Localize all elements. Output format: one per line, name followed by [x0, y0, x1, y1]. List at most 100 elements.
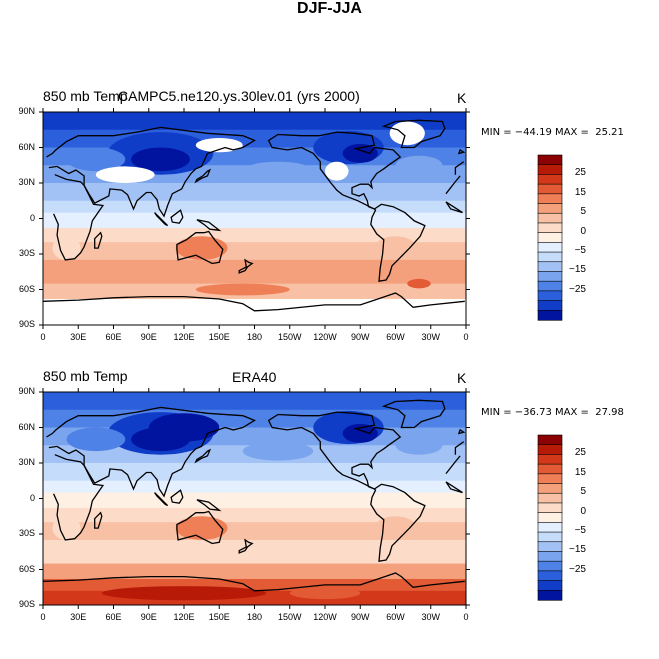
colorbar-label: 15: [574, 466, 586, 478]
colorbar-label: 25: [574, 167, 586, 179]
coastline-australia: [176, 230, 224, 265]
field-contour: [101, 586, 267, 601]
coastline-new-zealand: [238, 258, 254, 274]
panel-center-label: CAMPC5.ne120.ys.30lev.01 (yrs 2000): [118, 88, 360, 104]
lat-tick-label: 60S: [18, 563, 35, 574]
lon-tick-label: 30W: [421, 612, 440, 622]
coastline-antarctica: [43, 572, 465, 592]
lon-tick-label: 0: [463, 332, 469, 342]
lon-tick-label: 30E: [70, 612, 87, 622]
lon-tick-label: 150W: [277, 612, 302, 622]
figure-title: DJF-JJA: [297, 0, 362, 17]
colorbar-label: −5: [574, 525, 586, 537]
field-contour: [342, 143, 378, 163]
field-contour: [325, 161, 349, 181]
field-band: [43, 227, 466, 243]
field-band: [43, 298, 466, 325]
coastline-japan: [194, 168, 212, 184]
lon-tick-label: 180: [246, 332, 263, 342]
lon-tick-label: 90E: [140, 612, 157, 622]
field-band: [43, 507, 466, 523]
lon-tick-label: 90W: [350, 332, 370, 342]
coastline-uk: [457, 148, 466, 155]
coastline-new-guinea: [196, 499, 222, 512]
lat-tick-label: 60N: [18, 141, 35, 152]
field-band: [43, 242, 466, 261]
field-contour: [407, 278, 431, 289]
min-max-label: MIN = −36.73 MAX = 27.98: [481, 407, 624, 418]
coastline-australia: [176, 510, 224, 545]
lon-tick-label: 60W: [386, 612, 405, 622]
coastline-new-zealand: [238, 538, 254, 554]
field-contour: [52, 516, 81, 540]
field-band: [43, 463, 466, 482]
lon-tick-label: 30W: [421, 332, 440, 342]
field-band: [43, 563, 466, 580]
coastline-south-america: [370, 203, 426, 282]
colorbar-label: −15: [569, 544, 586, 556]
lat-tick-label: 30N: [18, 457, 35, 467]
field-band: [43, 492, 466, 509]
coastline-sumatra: [154, 492, 169, 507]
lat-tick-label: 60N: [18, 421, 35, 432]
coastline-madagascar: [94, 231, 103, 249]
field-contour: [389, 121, 425, 146]
lat-tick-label: 30S: [18, 248, 35, 258]
field-contour: [175, 236, 228, 260]
coastline-uk: [457, 428, 466, 435]
coastline-africa: [53, 174, 463, 261]
coastline-madagascar: [94, 511, 103, 529]
colorbar-label: 0: [580, 505, 586, 517]
lat-tick-label: 0: [29, 492, 35, 503]
field-contour: [242, 441, 314, 461]
lon-tick-label: 90E: [140, 332, 157, 342]
coastline-greenland: [381, 119, 446, 149]
colorbar-label: 0: [580, 225, 586, 237]
colorbar-segment: [537, 434, 563, 446]
field-contour: [175, 516, 228, 540]
field-contour: [195, 283, 290, 296]
lat-tick-label: 30N: [18, 177, 35, 187]
lat-tick-label: 0: [29, 212, 35, 223]
panel-center-label: ERA40: [232, 369, 277, 385]
colorbar-label: 25: [574, 447, 586, 459]
field-contour: [52, 236, 81, 260]
colorbar-segment: [537, 309, 563, 321]
lon-tick-label: 120E: [173, 612, 195, 622]
colorbar-label: −15: [569, 264, 586, 276]
coastline-africa: [53, 454, 463, 541]
coastline-japan: [194, 448, 212, 464]
coastline-borneo: [170, 489, 184, 504]
colorbar-label: 5: [580, 486, 586, 498]
field-contour: [148, 413, 220, 442]
lon-tick-label: 120E: [173, 332, 195, 342]
field-band: [43, 522, 466, 541]
coastline-new-guinea: [196, 219, 222, 232]
colorbar-label: 15: [574, 186, 586, 198]
lon-tick-label: 0: [40, 332, 46, 342]
lon-tick-label: 120W: [313, 332, 337, 342]
lon-tick-label: 0: [40, 612, 46, 622]
panel-left-label: 850 mb Temp: [43, 368, 128, 384]
lon-tick-label: 150W: [277, 332, 302, 342]
field-contour: [66, 427, 126, 452]
field-band: [43, 539, 466, 565]
panel-units-label: K: [457, 90, 467, 106]
field-contour: [289, 587, 361, 600]
lat-tick-label: 90S: [18, 319, 35, 329]
panel-model: 850 mb Temp CAMPC5.ne120.ys.30lev.01 (yr…: [0, 0, 659, 300]
lon-tick-label: 150E: [208, 612, 230, 622]
field-contour: [66, 147, 126, 172]
lon-tick-label: 90W: [350, 612, 370, 622]
field-band: [43, 212, 466, 229]
field-contour: [374, 516, 417, 540]
field-contour: [395, 155, 443, 175]
lon-tick-label: 0: [463, 612, 469, 622]
coastline-north-america: [267, 411, 402, 490]
lon-tick-label: 60E: [105, 332, 122, 342]
coastline-north-america: [267, 131, 402, 210]
colorbar-label: 5: [580, 206, 586, 218]
field-band: [43, 578, 466, 592]
panel-obs: 850 mb Temp ERA40 K MIN = −36.73 MAX = 2…: [0, 0, 659, 418]
